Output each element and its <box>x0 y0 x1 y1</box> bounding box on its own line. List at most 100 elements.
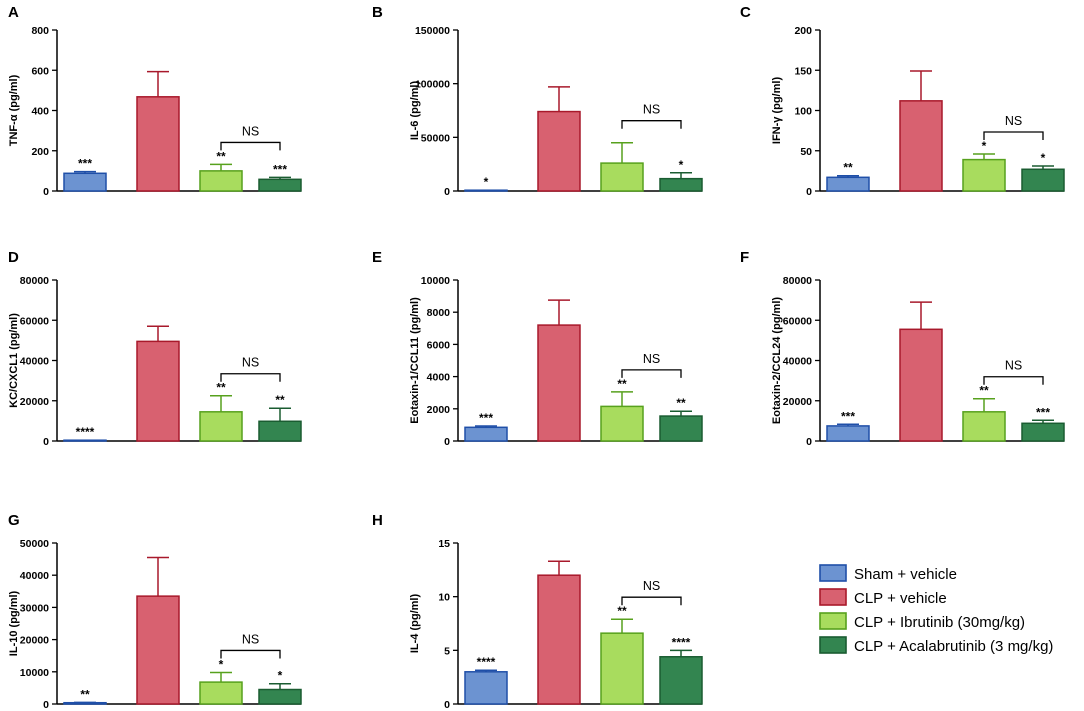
legend-item: CLP + Acalabrutinib (3 mg/kg) <box>819 636 1053 655</box>
bar-1 <box>63 172 107 192</box>
significance-label: *** <box>1036 405 1050 419</box>
bar-4 <box>659 415 703 442</box>
significance-label: *** <box>479 411 493 425</box>
ns-label: NS <box>643 579 660 593</box>
legend-item: CLP + Ibrutinib (30mg/kg) <box>819 612 1025 631</box>
y-tick-label: 20000 <box>20 635 49 647</box>
y-tick-label: 50000 <box>20 538 49 550</box>
panel-letter: G <box>8 512 20 529</box>
bar-4 <box>258 688 302 705</box>
ns-label: NS <box>242 124 259 138</box>
significance-label: ** <box>676 396 686 410</box>
legend-label: CLP + Acalabrutinib (3 mg/kg) <box>854 638 1053 655</box>
y-axis-label: KC/CXCL1 (pg/ml) <box>8 313 20 408</box>
y-tick-label: 800 <box>31 25 49 37</box>
legend-label: Sham + vehicle <box>854 566 957 583</box>
y-tick-label: 100 <box>794 106 812 118</box>
significance-label: ** <box>979 384 989 398</box>
ns-label: NS <box>242 632 259 646</box>
y-tick-label: 20000 <box>20 396 49 408</box>
significance-label: * <box>219 657 224 671</box>
ns-label: NS <box>1005 114 1022 128</box>
chart-panel-b: B 0 50000 100000 150000 IL-6 (pg/ml) * * NS <box>372 4 703 198</box>
ns-label: NS <box>1005 359 1022 373</box>
y-tick-label: 10 <box>438 592 450 604</box>
panel-letter: H <box>372 512 383 529</box>
y-tick-label: 150 <box>794 65 812 77</box>
legend-swatch <box>819 636 847 654</box>
y-tick-label: 0 <box>806 186 812 198</box>
significance-label: **** <box>477 655 496 669</box>
y-tick-label: 60000 <box>20 315 49 327</box>
bar-1 <box>464 671 508 705</box>
y-tick-label: 8000 <box>427 307 451 319</box>
bar-3 <box>199 681 243 705</box>
bar-3 <box>199 170 243 192</box>
ns-label: NS <box>643 103 660 117</box>
y-tick-label: 2000 <box>427 404 451 416</box>
significance-label: **** <box>76 425 95 439</box>
y-tick-label: 400 <box>31 106 49 118</box>
y-tick-label: 200 <box>31 146 49 158</box>
bar-2 <box>899 100 943 192</box>
bar-4 <box>659 656 703 705</box>
y-tick-label: 80000 <box>783 275 812 287</box>
y-tick-label: 0 <box>43 436 49 448</box>
bar-1 <box>826 176 870 192</box>
y-tick-label: 40000 <box>783 356 812 368</box>
bar-4 <box>258 178 302 192</box>
legend-swatch <box>819 564 847 582</box>
significance-label: * <box>278 669 283 683</box>
ns-label: NS <box>643 352 660 366</box>
y-tick-label: 10000 <box>20 667 49 679</box>
chart-panel-d: D 0 20000 40000 60000 80000 KC/CXCL1 (pg/ml) **… <box>8 249 302 448</box>
y-axis-label: IL-6 (pg/ml) <box>409 81 421 141</box>
ns-bracket <box>983 131 1044 140</box>
y-tick-label: 0 <box>43 186 49 198</box>
significance-label: ** <box>617 604 627 618</box>
legend-item: Sham + vehicle <box>819 564 957 583</box>
legend-item: CLP + vehicle <box>819 588 947 607</box>
significance-label: *** <box>273 162 287 176</box>
y-tick-label: 200 <box>794 25 812 37</box>
bar-1 <box>464 189 508 192</box>
bar-4 <box>1021 422 1065 442</box>
bar-2 <box>136 340 180 442</box>
panel-letter: A <box>8 4 19 21</box>
y-tick-label: 4000 <box>427 372 451 384</box>
significance-label: ** <box>617 377 627 391</box>
significance-label: ** <box>216 381 226 395</box>
bar-4 <box>1021 168 1065 192</box>
significance-label: **** <box>672 635 691 649</box>
y-tick-label: 10000 <box>421 275 450 287</box>
bar-2 <box>136 595 180 705</box>
y-tick-label: 6000 <box>427 339 451 351</box>
significance-label: *** <box>78 157 92 171</box>
bar-2 <box>537 324 581 442</box>
bar-2 <box>899 328 943 442</box>
legend-label: CLP + vehicle <box>854 590 947 607</box>
ns-bracket <box>220 141 281 151</box>
bar-4 <box>258 420 302 442</box>
significance-label: * <box>484 175 489 189</box>
significance-label: ** <box>216 149 226 163</box>
bar-3 <box>600 405 644 442</box>
panel-letter: C <box>740 4 751 21</box>
ns-bracket <box>220 373 281 382</box>
y-tick-label: 0 <box>444 699 450 711</box>
bar-3 <box>600 632 644 705</box>
bar-2 <box>537 574 581 705</box>
significance-label: * <box>1041 151 1046 165</box>
ns-label: NS <box>242 356 259 370</box>
ns-bracket <box>621 369 682 378</box>
significance-label: * <box>982 139 987 153</box>
bar-4 <box>659 177 703 192</box>
bar-2 <box>136 96 180 192</box>
y-axis-label: IL-4 (pg/ml) <box>409 594 421 654</box>
